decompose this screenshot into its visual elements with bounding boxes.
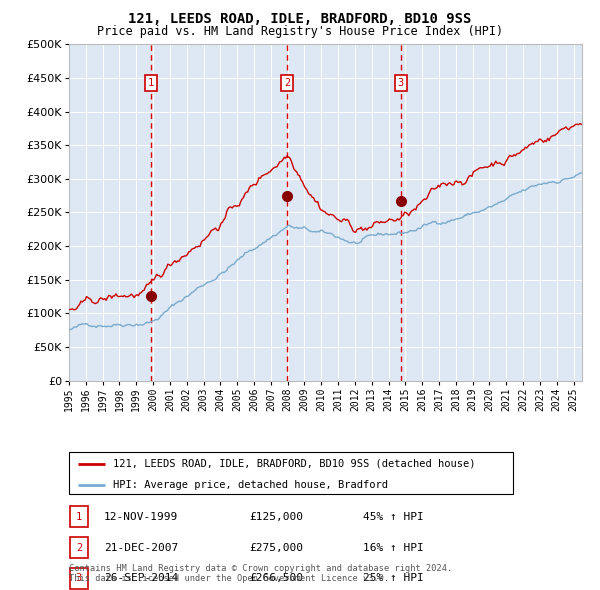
Text: Contains HM Land Registry data © Crown copyright and database right 2024.
This d: Contains HM Land Registry data © Crown c… — [69, 563, 452, 583]
Text: HPI: Average price, detached house, Bradford: HPI: Average price, detached house, Brad… — [113, 480, 388, 490]
Text: 1: 1 — [76, 512, 82, 522]
Text: 3: 3 — [76, 573, 82, 583]
Text: 3: 3 — [398, 78, 404, 88]
Text: 2: 2 — [76, 543, 82, 552]
Text: 12-NOV-1999: 12-NOV-1999 — [104, 512, 178, 522]
Text: 26-SEP-2014: 26-SEP-2014 — [104, 573, 178, 583]
Text: 1: 1 — [148, 78, 154, 88]
Text: £275,000: £275,000 — [249, 543, 303, 552]
Text: £125,000: £125,000 — [249, 512, 303, 522]
Text: 25% ↑ HPI: 25% ↑ HPI — [363, 573, 424, 583]
Text: 121, LEEDS ROAD, IDLE, BRADFORD, BD10 9SS: 121, LEEDS ROAD, IDLE, BRADFORD, BD10 9S… — [128, 12, 472, 26]
Text: Price paid vs. HM Land Registry's House Price Index (HPI): Price paid vs. HM Land Registry's House … — [97, 25, 503, 38]
Text: 2: 2 — [284, 78, 290, 88]
FancyBboxPatch shape — [69, 452, 513, 494]
FancyBboxPatch shape — [70, 506, 88, 527]
Text: 16% ↑ HPI: 16% ↑ HPI — [363, 543, 424, 552]
FancyBboxPatch shape — [70, 537, 88, 558]
Text: 121, LEEDS ROAD, IDLE, BRADFORD, BD10 9SS (detached house): 121, LEEDS ROAD, IDLE, BRADFORD, BD10 9S… — [113, 459, 476, 469]
FancyBboxPatch shape — [70, 568, 88, 589]
Text: 45% ↑ HPI: 45% ↑ HPI — [363, 512, 424, 522]
Text: 21-DEC-2007: 21-DEC-2007 — [104, 543, 178, 552]
Text: £266,500: £266,500 — [249, 573, 303, 583]
